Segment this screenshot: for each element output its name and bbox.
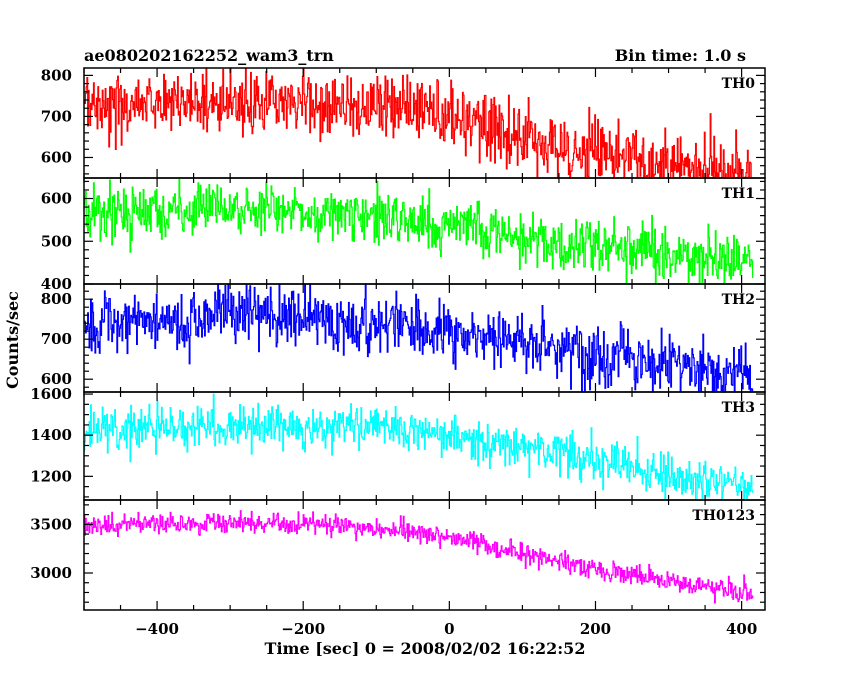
y-tick-label: 400 <box>41 275 72 293</box>
series-line-th3 <box>84 393 754 501</box>
header-left-title: ae080202162252_wam3_trn <box>84 46 334 65</box>
x-tick-label: −400 <box>135 620 179 638</box>
y-tick-label: 600 <box>41 190 72 208</box>
panel-th3: 1200 1400 1600 TH3 <box>30 385 766 501</box>
y-tick-label: 1600 <box>30 385 72 403</box>
y-tick-label: 800 <box>41 66 72 84</box>
panel-label-th0: TH0 <box>722 76 756 92</box>
panel-frame <box>83 499 766 611</box>
panel-th2: 600 700 800 TH2 <box>41 283 766 393</box>
header-right-title: Bin time: 1.0 s <box>615 46 746 65</box>
y-tick-label: 1200 <box>30 467 72 485</box>
y-tick-label: 600 <box>41 370 72 388</box>
series-line-th2 <box>84 283 754 393</box>
y-axis-title: Counts/sec <box>3 291 22 389</box>
y-tick-label: 600 <box>41 148 72 166</box>
series-line-th1 <box>84 177 754 285</box>
x-tick-label: 400 <box>726 620 757 638</box>
y-tick-label: 500 <box>41 232 72 250</box>
y-tick-label: 700 <box>41 107 72 125</box>
y-tick-label: 700 <box>41 330 72 348</box>
series-line-th0 <box>84 67 754 179</box>
panel-label-th2: TH2 <box>722 292 755 308</box>
panels-group: 600 700 800 TH0 400 500 600 TH1 600 700 800 TH2 1200… <box>30 66 766 611</box>
x-tick-label: −200 <box>281 620 325 638</box>
panel-th1: 400 500 600 TH1 <box>41 177 766 293</box>
panel-label-th1: TH1 <box>722 186 755 202</box>
panel-label-th0123: TH0123 <box>692 508 755 524</box>
x-tick-label: 0 <box>444 620 454 638</box>
panel-th0: 600 700 800 TH0 <box>41 66 766 179</box>
x-tick-label: 200 <box>580 620 611 638</box>
y-tick-label: 3000 <box>30 564 72 582</box>
x-tick-labels: −400 −200 0 200 400 <box>135 620 757 638</box>
y-tick-label: 3500 <box>30 515 72 533</box>
series-line-th0123 <box>84 510 754 604</box>
panel-th0123: 3000 3500 TH0123 <box>30 499 766 611</box>
y-tick-label: 1400 <box>30 426 72 444</box>
y-tick-label: 800 <box>41 290 72 308</box>
panel-label-th3: TH3 <box>722 400 755 416</box>
x-axis-title: Time [sec] 0 = 2008/02/02 16:22:52 <box>265 639 586 658</box>
